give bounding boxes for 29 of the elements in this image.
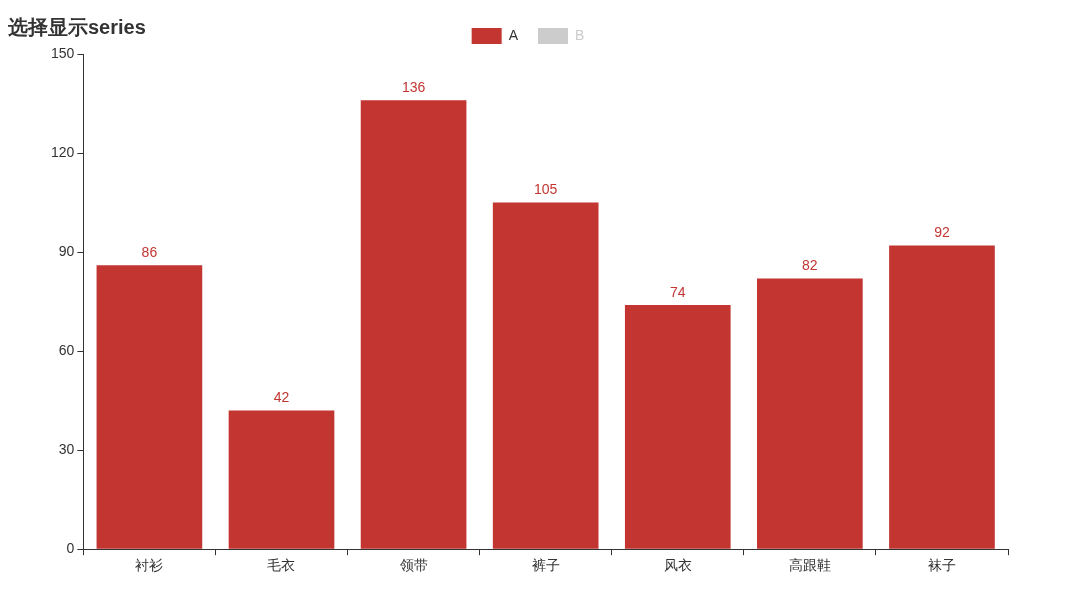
data-label: 82 xyxy=(802,257,818,274)
chart-title: 选择显示series xyxy=(7,15,146,38)
bar xyxy=(757,278,863,549)
y-tick-label: 0 xyxy=(66,540,75,557)
bar xyxy=(492,202,599,549)
x-tick-label: 风衣 xyxy=(663,557,692,574)
x-tick-label: 衬衫 xyxy=(135,557,164,574)
data-label: 86 xyxy=(141,244,158,261)
x-tick-label: 裤子 xyxy=(531,557,560,574)
data-label: 136 xyxy=(401,79,426,96)
x-tick-label: 高跟鞋 xyxy=(788,557,831,574)
legend-label: A xyxy=(508,26,519,43)
data-label: 74 xyxy=(669,283,686,300)
bar xyxy=(96,265,203,549)
bar xyxy=(228,410,335,549)
bar xyxy=(360,100,467,549)
y-tick-label: 90 xyxy=(58,242,75,259)
x-tick-label: 袜子 xyxy=(927,557,956,574)
x-tick-label: 毛衣 xyxy=(267,557,296,574)
x-tick-label: 领带 xyxy=(399,557,428,574)
data-label: 92 xyxy=(934,224,950,241)
bar xyxy=(624,304,731,549)
y-tick-label: 120 xyxy=(51,143,75,160)
y-tick-label: 150 xyxy=(51,44,75,61)
y-tick-label: 30 xyxy=(58,441,75,458)
data-label: 42 xyxy=(273,389,290,406)
data-label: 105 xyxy=(534,181,558,198)
y-tick-label: 60 xyxy=(58,341,75,358)
bar xyxy=(889,245,995,549)
